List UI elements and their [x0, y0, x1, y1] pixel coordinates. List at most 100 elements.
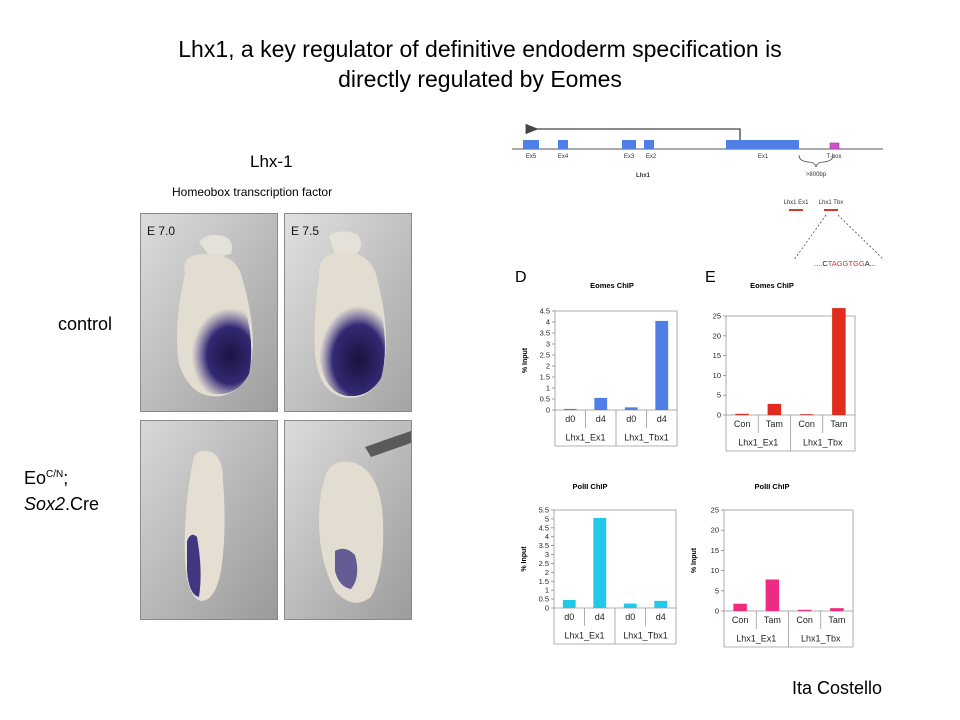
y-tick-label: 3.5: [540, 329, 550, 338]
zoom-line-right: [837, 214, 885, 261]
slide-title-line-1: Lhx1, a key regulator of definitive endo…: [178, 36, 782, 62]
exon-label-ex2: Ex2: [646, 154, 657, 160]
embryo-photo-control-e75: E 7.5: [284, 213, 412, 412]
tbox-motif: TAGGTGG: [828, 259, 865, 268]
bar: [765, 579, 780, 611]
category-label: d0: [564, 612, 574, 622]
gene-subtitle: Homeobox transcription factor: [172, 185, 333, 199]
embryo-photo-mutant-e75: [284, 420, 412, 620]
primer-label-ex1: Lhx1 Ex1: [783, 200, 809, 206]
slide-title: Lhx1, a key regulator of definitive endo…: [0, 34, 960, 94]
y-tick-label: 3: [546, 340, 550, 349]
y-tick-label: 0: [545, 604, 549, 613]
group-label: Lhx1_Tbx: [803, 438, 843, 448]
exon-label-ex4: Ex4: [558, 154, 569, 160]
embryo-photo-mutant-e70: [140, 420, 278, 620]
y-tick-label: 2: [546, 362, 550, 371]
y-tick-label: 10: [711, 566, 719, 575]
category-label: d4: [656, 612, 666, 622]
y-tick-label: 3.5: [539, 541, 549, 550]
exon-label-ex5: Ex5: [526, 154, 537, 160]
distance-label: >800bp: [806, 172, 827, 178]
category-label: Con: [796, 615, 813, 625]
chart-title: PolII ChIP: [572, 482, 607, 491]
y-tick-label: 2.5: [539, 559, 549, 568]
panel-letter-d: D: [515, 269, 527, 286]
plot-area: [553, 509, 677, 609]
y-tick-label: 1: [546, 384, 550, 393]
category-label: Con: [798, 419, 815, 429]
exon-ex1: [726, 140, 799, 149]
y-tick-label: 4.5: [540, 307, 550, 316]
exon-label-ex3: Ex3: [624, 154, 635, 160]
category-label: Tam: [828, 615, 845, 625]
y-tick-label: 20: [713, 331, 721, 340]
group-label: Lhx1_Ex1: [738, 438, 778, 448]
chart-title: Eomes ChIP: [750, 281, 794, 290]
bar: [655, 320, 669, 410]
y-tick-label: 0: [546, 406, 550, 415]
primer-label-tbx: Lhx1 Tbx: [819, 200, 844, 206]
y-tick-label: 5: [545, 514, 549, 523]
y-tick-label: 10: [713, 371, 721, 380]
chart-title: Eomes ChIP: [590, 281, 634, 290]
bar: [797, 609, 812, 611]
sequence-suffix: A...: [865, 259, 876, 268]
group-label: Lhx1_Ex1: [736, 634, 776, 644]
chart-2: Eomes ChIP 0 5 10 15 20 25 Con Tam Con Tam Lhx1_Ex1…: [713, 281, 856, 452]
y-tick-label: 4: [546, 318, 550, 327]
bar: [799, 414, 814, 415]
exon-ex4: [558, 140, 568, 149]
y-tick-label: 25: [713, 312, 721, 321]
group-label: Lhx1_Tbx: [801, 634, 841, 644]
group-label: Lhx1_Ex1: [564, 631, 604, 641]
y-tick-label: 2: [545, 568, 549, 577]
y-tick-label: 4: [545, 532, 549, 541]
y-tick-label: 1: [545, 586, 549, 595]
exon-ex2: [644, 140, 654, 149]
y-tick-label: 25: [711, 506, 719, 515]
embryo-photo-control-e70: E 7.0: [140, 213, 278, 412]
y-tick-label: 1.5: [539, 577, 549, 586]
group-label: Lhx1_Tbx1: [623, 631, 668, 641]
y-axis-label: % Input: [691, 547, 698, 573]
mutant-allele-superscript: C/N: [46, 469, 64, 480]
bar: [767, 403, 782, 415]
bar: [624, 407, 638, 410]
bar: [563, 408, 577, 410]
bar: [593, 518, 607, 608]
group-label: Lhx1_Ex1: [565, 433, 605, 443]
chart-3: PolII ChIP 00.511.522.533.544.555.5 % Inpu…: [521, 482, 677, 645]
distance-brace: [798, 154, 834, 168]
mutant-allele: Eo: [24, 468, 47, 488]
bar: [594, 397, 608, 410]
row-label-mutant: EoC/N; Sox2.Cre: [24, 462, 99, 517]
category-label: d4: [657, 414, 667, 424]
exon-ex3: [622, 140, 636, 149]
gene-label: Lhx-1: [250, 152, 293, 171]
bar: [735, 413, 749, 415]
exon-label-ex1: Ex1: [758, 154, 769, 160]
motif-sequence: ....CTAGGTGGA...: [814, 259, 876, 268]
panel-letter-e: E: [705, 269, 716, 286]
bar: [562, 599, 576, 608]
row-label-control: control: [58, 314, 113, 334]
chart-title: PolII ChIP: [754, 482, 789, 491]
slide-title-line-2: directly regulated by Eomes: [338, 66, 622, 92]
tbox-label: T-box: [826, 154, 841, 160]
mutant-semicolon: ;: [63, 468, 69, 488]
mutant-driver-suffix: .Cre: [65, 494, 100, 514]
category-label: d0: [625, 612, 635, 622]
category-label: Tam: [766, 419, 783, 429]
category-label: Tam: [764, 615, 781, 625]
category-label: d0: [626, 414, 636, 424]
gene-map: Ex5 Ex4 Ex3 Ex2 Ex1 T-box Lhx1 >800bp Lh…: [512, 123, 885, 268]
y-tick-label: 2.5: [540, 351, 550, 360]
y-tick-label: 15: [711, 546, 719, 555]
author-credit: Ita Costello: [792, 678, 883, 698]
y-tick-label: 0: [717, 411, 721, 420]
category-label: Con: [732, 615, 749, 625]
y-tick-label: 20: [711, 526, 719, 535]
y-tick-label: 0: [715, 607, 719, 616]
